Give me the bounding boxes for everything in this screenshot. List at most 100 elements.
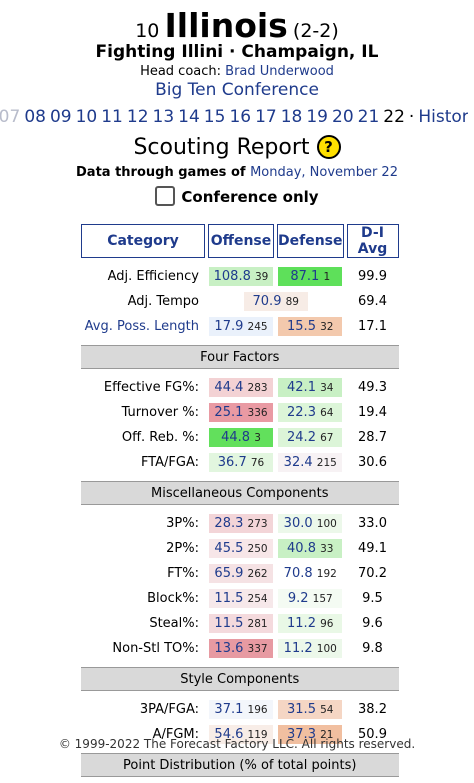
stat-label: Turnover %: [121, 405, 199, 420]
defense-value-cell: 87.1 1 [278, 267, 343, 286]
defense-rank: 100 [316, 518, 337, 530]
coach-line: Head coach: Brad Underwood [0, 64, 474, 79]
stat-label: 3P%: [166, 516, 199, 531]
defense-value-cell: 42.1 34 [278, 378, 343, 397]
offense-rank: 273 [247, 518, 268, 530]
data-through-date[interactable]: Monday, November 22 [250, 165, 398, 180]
question-icon[interactable]: ? [316, 135, 341, 159]
defense-value-cell: 31.5 54 [278, 700, 343, 719]
conference-link[interactable]: Big Ten Conference [0, 80, 474, 100]
conference-only-toggle[interactable]: Conference only [0, 186, 474, 206]
data-through-line: Data through games of Monday, November 2… [0, 165, 474, 180]
season-link[interactable]: 14 [178, 107, 200, 127]
stat-label: Off. Reb. %: [121, 430, 199, 445]
offense-value: 65.9 [214, 566, 244, 581]
stat-row: Avg. Poss. Length 17.9 245 15.5 32 17.1 [81, 314, 399, 339]
stat-row: FTA/FGA: 36.7 76 32.4 215 30.6 [81, 450, 399, 475]
stat-row: Turnover %: 25.1 336 22.3 64 19.4 [81, 400, 399, 425]
header-offense[interactable]: Offense [208, 224, 274, 258]
season-link[interactable]: 21 [357, 107, 380, 127]
stat-label: 3PA/FGA: [139, 702, 199, 717]
season-link[interactable]: 16 [229, 107, 252, 127]
tempo-value-cell: 70.9 89 [243, 292, 308, 311]
offense-rank: 283 [247, 382, 268, 394]
offense-value-cell: 54.6 119 [209, 725, 273, 744]
di-average: 17.1 [358, 319, 387, 334]
conference-link-text[interactable]: Big Ten Conference [155, 80, 319, 100]
tempo-rank: 89 [285, 296, 299, 308]
defense-rank: 32 [320, 321, 334, 333]
header-di-avg[interactable]: D-I Avg [346, 224, 399, 258]
offense-value-cell: 11.5 254 [209, 589, 273, 608]
section-header: Style Components [81, 667, 399, 691]
defense-rank: 157 [312, 593, 333, 605]
di-average: 28.7 [358, 430, 387, 445]
stat-label: A/FGM: [152, 727, 199, 742]
stat-row: Non-Stl TO%: 13.6 337 11.2 100 9.8 [81, 636, 399, 661]
season-link[interactable]: 19 [306, 107, 328, 127]
stat-label: FTA/FGA: [140, 455, 199, 470]
di-average: 99.9 [358, 269, 387, 284]
team-title: 10 Illinois (2-2) [0, 6, 474, 52]
season-link[interactable]: 09 [49, 107, 72, 127]
season-link[interactable]: 12 [126, 107, 149, 127]
team-rank: 10 [135, 20, 160, 42]
defense-rank: 192 [316, 568, 337, 580]
season-link[interactable]: 17 [255, 107, 277, 127]
di-average: 9.5 [362, 591, 383, 606]
scouting-table: Category Offense Defense D-I Avg Adj. Ef… [78, 224, 402, 783]
offense-value: 17.9 [214, 319, 244, 334]
di-average: 49.1 [358, 541, 387, 556]
stat-label: Non-Stl TO%: [112, 641, 199, 656]
offense-value: 11.5 [214, 591, 244, 606]
defense-value-cell: 9.2 157 [278, 589, 343, 608]
season-link[interactable]: 11 [101, 107, 123, 127]
defense-rank: 1 [323, 271, 331, 283]
team-record: (2-2) [292, 20, 339, 42]
offense-value-cell: 44.4 283 [209, 378, 273, 397]
season-link[interactable]: 13 [152, 107, 175, 127]
stat-row: FT%: 65.9 262 70.8 192 70.2 [81, 561, 399, 586]
section-header: Four Factors [81, 345, 399, 369]
defense-value-cell: 37.3 21 [278, 725, 343, 744]
footer-copyright: © 1999-2022 The Forecast Factory LLC. Al… [58, 737, 416, 751]
di-average: 50.9 [358, 727, 387, 742]
conference-only-label: Conference only [181, 188, 319, 206]
defense-value-cell: 32.4 215 [278, 453, 343, 472]
season-selector: '07080910111213141516171819202122·Histor… [0, 107, 468, 127]
di-average: 33.0 [358, 516, 387, 531]
di-average: 49.3 [358, 380, 387, 395]
data-through-label: Data through games of [76, 165, 246, 180]
defense-value-cell: 11.2 100 [278, 639, 343, 658]
season-link[interactable]: 18 [280, 107, 303, 127]
stat-label[interactable]: Avg. Poss. Length [84, 319, 199, 334]
stat-row: Adj. Tempo 70.9 89 69.4 [81, 289, 399, 314]
defense-value: 11.2 [283, 641, 313, 656]
season-link[interactable]: 22 [383, 107, 405, 127]
defense-rank: 21 [320, 729, 334, 741]
header-defense[interactable]: Defense [277, 224, 344, 258]
season-link[interactable]: 08 [24, 107, 46, 127]
coach-link[interactable]: Brad Underwood [225, 64, 334, 79]
season-link[interactable]: 15 [203, 107, 226, 127]
season-link[interactable]: '07 [0, 107, 21, 127]
team-name: Illinois [164, 6, 288, 45]
stat-label: Steal%: [149, 616, 199, 631]
tempo-value: 70.9 [252, 294, 282, 309]
offense-value: 28.3 [214, 516, 244, 531]
scouting-report-heading: Scouting Report ? [0, 135, 474, 160]
header-category[interactable]: Category [81, 224, 205, 258]
season-link[interactable]: 10 [75, 107, 98, 127]
defense-rank: 34 [320, 382, 334, 394]
offense-value-cell: 25.1 336 [209, 403, 273, 422]
season-link[interactable]: 20 [332, 107, 354, 127]
defense-value-cell: 30.0 100 [278, 514, 343, 533]
conference-only-checkbox[interactable] [155, 186, 176, 206]
season-link[interactable]: History [418, 107, 468, 127]
offense-value: 11.5 [214, 616, 244, 631]
offense-value-cell: 108.8 39 [209, 267, 273, 286]
defense-value: 31.5 [287, 702, 316, 717]
defense-value-cell: 24.2 67 [278, 428, 343, 447]
stat-label: Adj. Efficiency [107, 269, 199, 284]
offense-rank: 245 [247, 321, 268, 333]
